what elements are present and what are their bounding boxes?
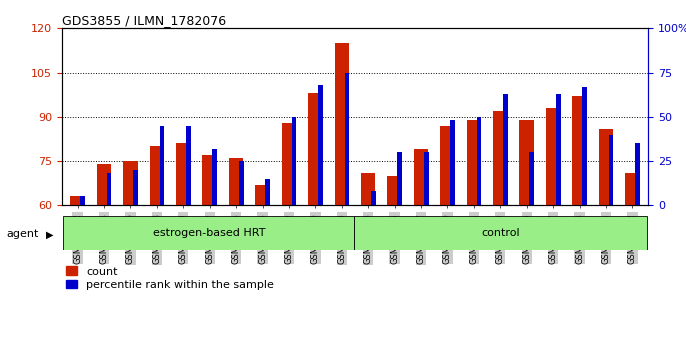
Bar — [556, 94, 560, 205]
Text: agent: agent — [7, 229, 39, 239]
Bar — [335, 43, 349, 205]
Bar — [466, 120, 481, 205]
Bar — [202, 155, 217, 205]
Bar — [229, 158, 244, 205]
Bar — [160, 126, 165, 205]
Bar — [625, 173, 639, 205]
Bar — [354, 216, 647, 250]
Bar — [635, 143, 640, 205]
Bar — [493, 111, 508, 205]
Bar — [150, 146, 164, 205]
Bar — [239, 161, 244, 205]
Bar — [546, 108, 560, 205]
Bar — [123, 161, 138, 205]
Bar — [255, 185, 270, 205]
Bar — [63, 216, 354, 250]
Bar — [318, 85, 323, 205]
Bar — [397, 152, 402, 205]
Bar — [572, 96, 587, 205]
Bar — [519, 120, 534, 205]
Bar — [80, 196, 85, 205]
Text: GDS3855 / ILMN_1782076: GDS3855 / ILMN_1782076 — [62, 14, 226, 27]
Bar — [282, 123, 296, 205]
Bar — [265, 179, 270, 205]
Bar — [582, 87, 587, 205]
Bar — [361, 173, 375, 205]
Bar — [107, 173, 112, 205]
Bar — [71, 196, 85, 205]
Text: ▶: ▶ — [46, 229, 54, 239]
Bar — [97, 164, 111, 205]
Bar — [450, 120, 455, 205]
Bar — [133, 170, 138, 205]
Bar — [608, 135, 613, 205]
Bar — [176, 143, 191, 205]
Text: estrogen-based HRT: estrogen-based HRT — [154, 228, 266, 238]
Bar — [371, 191, 376, 205]
Bar — [292, 117, 296, 205]
Bar — [440, 126, 455, 205]
Bar — [503, 94, 508, 205]
Bar — [414, 149, 428, 205]
Bar — [308, 93, 322, 205]
Legend: count, percentile rank within the sample: count, percentile rank within the sample — [62, 262, 279, 295]
Text: control: control — [481, 228, 519, 238]
Bar — [599, 129, 613, 205]
Bar — [477, 117, 482, 205]
Bar — [388, 176, 402, 205]
Bar — [213, 149, 217, 205]
Bar — [424, 152, 429, 205]
Bar — [344, 73, 349, 205]
Bar — [530, 152, 534, 205]
Bar — [186, 126, 191, 205]
